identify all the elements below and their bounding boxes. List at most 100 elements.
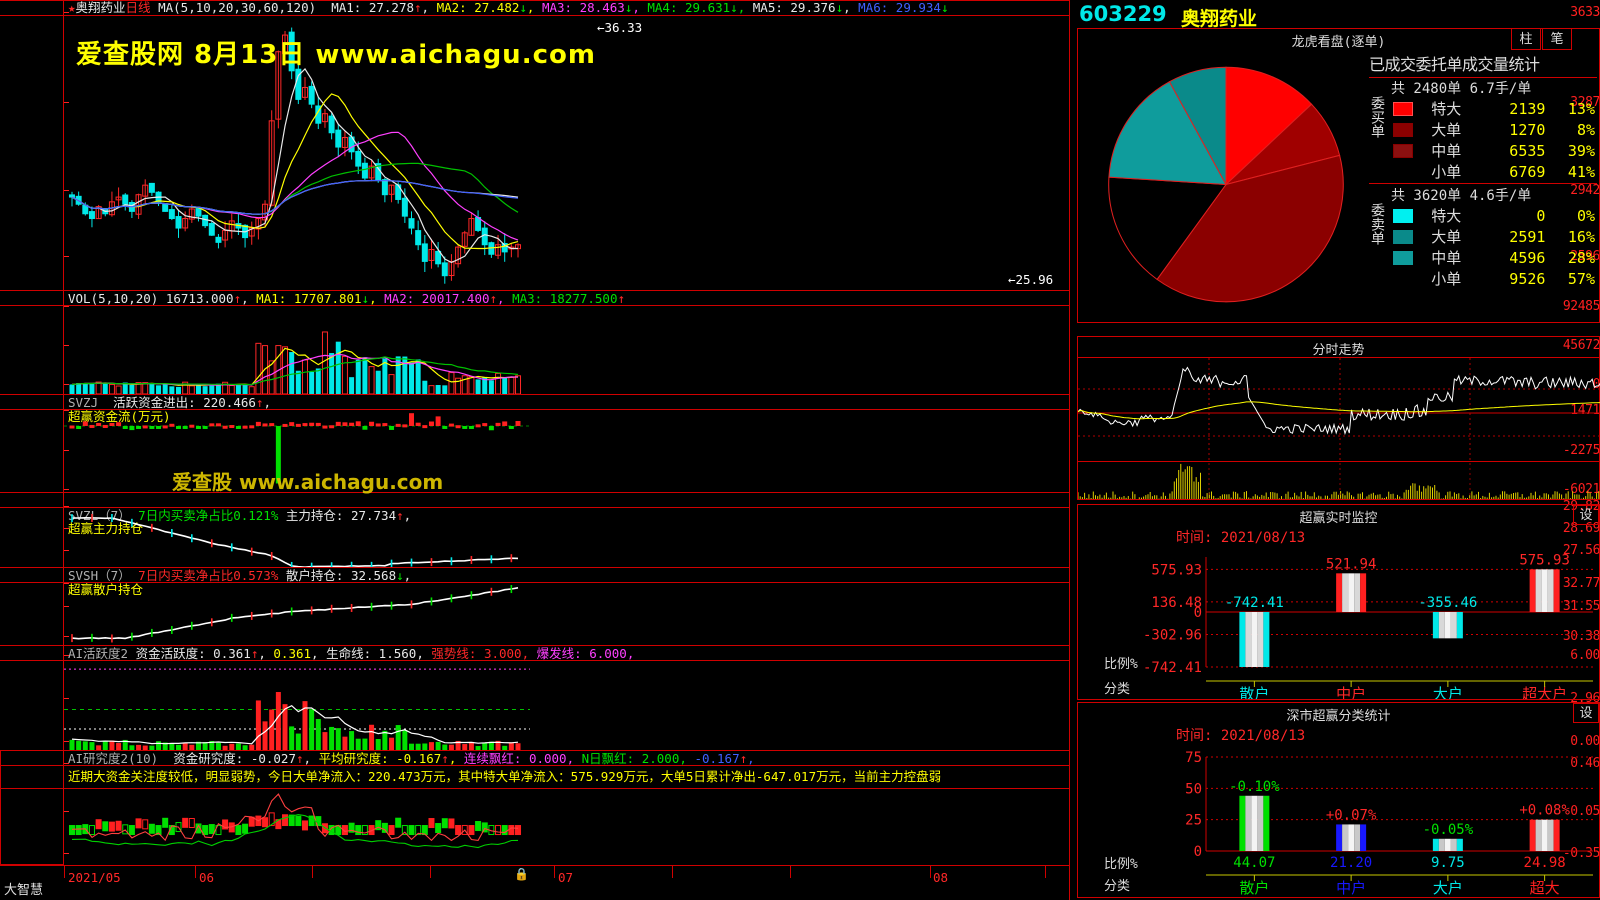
classify-time: 时间: 2021/08/13 (1176, 728, 1306, 744)
classify-category: 大户 (1433, 879, 1463, 897)
color-swatch-sell-m (1393, 250, 1413, 265)
row-pct: 13% (1567, 99, 1595, 118)
orderflow-pie[interactable] (1086, 57, 1366, 312)
ai-research-commentary: 近期大资金关注度较低，明显弱势，今日大单净流入：220.473万元，其中特大单净… (68, 769, 942, 784)
classify-bar[interactable] (1432, 838, 1463, 851)
pie-slice[interactable] (1225, 66, 1313, 186)
intraday-price-chart[interactable] (1078, 357, 1600, 462)
monitor-bar[interactable] (1529, 569, 1560, 612)
row-label: 大单 (1431, 228, 1462, 246)
axis-label: 30.38 (1562, 629, 1600, 644)
classify-panel: 深市超赢分类统计 设 时间: 2021/08/13 75 50 25 0 -0.10% 4… (1077, 702, 1600, 898)
airesearch-code[interactable]: AI研究度2(10) (68, 751, 159, 766)
stock-code[interactable]: 603229 (1079, 2, 1167, 26)
ma2-value: 27.482 (474, 0, 520, 15)
monitor-ytick: 0 (1194, 605, 1202, 621)
classify-settings-button[interactable]: 设 (1573, 703, 1599, 723)
volume-header: VOL(5,10,20) 16713.000↑, MA1: 17707.801↓… (68, 291, 626, 306)
ma6-value: 29.934 (895, 0, 941, 15)
tab-ticks[interactable]: 笔 (1542, 28, 1572, 50)
axis-label: 6.00 (1570, 648, 1600, 663)
candlestick-chart[interactable]: ✳✳✳✳ (64, 16, 530, 290)
monitor-bar[interactable] (1432, 612, 1463, 639)
ma-params[interactable]: MA(5,10,20,30,60,120) (158, 0, 317, 15)
table-row[interactable]: 大单 1270 8% (1391, 119, 1597, 140)
table-row[interactable]: 特大 2139 13% (1391, 98, 1597, 119)
volume-chart[interactable] (64, 306, 530, 394)
vol-title[interactable]: VOL(5,10,20) (68, 291, 159, 306)
axis-label: 0 (1592, 377, 1600, 392)
period-label[interactable]: 日线 (125, 0, 151, 15)
row-label: 中单 (1431, 142, 1462, 160)
tab-bars[interactable]: 柱 (1511, 28, 1541, 50)
date-tick: 07 (558, 870, 574, 885)
svsh-sub: 超赢散户持仓 (68, 582, 144, 597)
row-label: 小单 (1431, 270, 1462, 288)
pie-slice[interactable] (1156, 154, 1344, 303)
color-swatch-buy-xl (1393, 101, 1413, 116)
svsh-code[interactable]: SVSH（7） (68, 568, 131, 583)
ai-research-chart[interactable] (64, 789, 530, 865)
airesearch-f5: -0.167 (694, 751, 740, 766)
stock-name-right[interactable]: 奥翔药业 (1181, 8, 1258, 30)
table-row[interactable]: 中单 6535 39% (1391, 140, 1597, 161)
row-qty: 0 (1536, 206, 1546, 225)
table-row[interactable]: 小单 9526 57% (1391, 268, 1597, 289)
orderflow-panel: 龙虎看盘(逐单) 柱 笔 已成交委托单成交量统计 委买单 共 2480单 6.7… (1077, 28, 1600, 323)
orderflow-stats: 已成交委托单成交量统计 委买单 共 2480单 6.7手/单 特大 2139 1… (1369, 51, 1597, 320)
classify-category: 散户 (1239, 879, 1269, 897)
svzj-chart[interactable] (64, 410, 530, 492)
table-row[interactable]: 中单 4596 28% (1391, 247, 1597, 268)
classify-ylabel: 比例% (1104, 857, 1138, 872)
low-price-annotation: ←25.96 (1008, 272, 1054, 287)
svsh-ratio-label: 7日内买卖净占比 (138, 568, 234, 583)
monitor-title: 超赢实时监控 (1299, 511, 1378, 526)
classify-value-label: 24.98 (1524, 855, 1566, 871)
axis-label: 1471 (1570, 403, 1600, 418)
table-row[interactable]: 大单 2591 16% (1391, 226, 1597, 247)
ai-active-chart[interactable] (64, 661, 530, 750)
sell-summary: 共 3620单 4.6手/单 (1391, 188, 1532, 204)
row-pct: 0% (1576, 206, 1595, 225)
aiactive-code[interactable]: AI活跃度2 (68, 646, 129, 661)
pie-slice[interactable] (1108, 81, 1227, 186)
stock-name[interactable]: 奥翔药业 (75, 0, 126, 15)
svzj-value: 220.466 (203, 395, 256, 410)
axis-label: -2275 (1562, 443, 1600, 458)
classify-bar[interactable] (1336, 824, 1367, 851)
svsh-chart[interactable] (64, 583, 530, 645)
intraday-title: 分时走势 (1312, 343, 1365, 358)
classify-ytick: 50 (1185, 781, 1202, 797)
monitor-bar[interactable] (1336, 573, 1367, 612)
svzj-code[interactable]: SVZJ (68, 395, 99, 410)
axis-label: 28.69 (1562, 521, 1600, 536)
monitor-ytick: -742.41 (1143, 660, 1202, 676)
monitor-settings-button[interactable]: 设 (1573, 505, 1599, 525)
pie-slice[interactable] (1108, 176, 1227, 281)
table-row[interactable]: 特大 0 0% (1391, 205, 1597, 226)
classify-pct-label: +0.08% (1519, 803, 1570, 819)
classify-bar[interactable] (1529, 819, 1560, 851)
classify-xlabel: 分类 (1104, 879, 1131, 894)
monitor-ytick: 575.93 (1151, 562, 1202, 578)
lock-icon[interactable]: 🔒 (514, 867, 529, 881)
svzl-chart[interactable] (64, 508, 530, 567)
monitor-bar-label: -742.41 (1225, 595, 1284, 611)
monitor-bar[interactable] (1239, 612, 1270, 667)
ai-active-header: AI活跃度2 资金活跃度: 0.361↑, 0.361, 生命线: 1.560,… (68, 646, 635, 661)
classify-ytick: 0 (1194, 844, 1202, 860)
table-row[interactable]: 小单 6769 41% (1391, 161, 1597, 182)
axis-label: 3633 (1570, 5, 1600, 20)
pie-slice[interactable] (1168, 66, 1227, 185)
color-swatch-buy-l (1393, 122, 1413, 137)
intraday-volume-chart[interactable] (1078, 463, 1600, 499)
axis-label: 0.05 (1570, 804, 1600, 819)
classify-bar[interactable] (1239, 795, 1270, 851)
row-qty: 9526 (1509, 269, 1546, 288)
main-chart-header: ★奥翔药业日线 MA(5,10,20,30,60,120) MA1: 27.27… (68, 0, 949, 15)
svzl-ratio: 0.121% (233, 508, 279, 523)
ma1-name: MA1: (331, 0, 362, 15)
axis-label: -0.35 (1562, 846, 1600, 861)
date-tick: 2021/05 (68, 870, 121, 885)
row-qty: 6769 (1509, 162, 1546, 181)
